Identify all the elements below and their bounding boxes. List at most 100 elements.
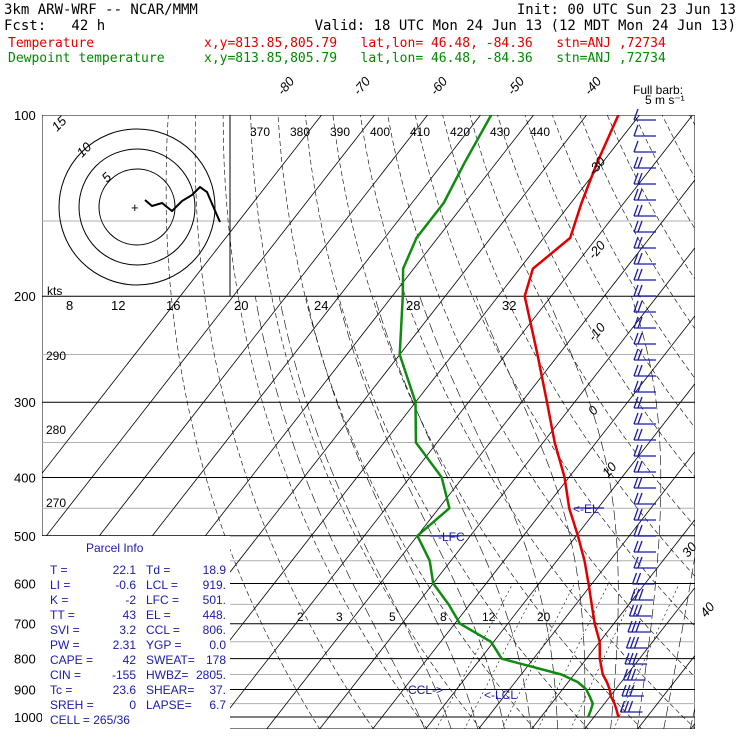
wind-barb-flag	[633, 476, 639, 489]
mixing-ratio-line	[537, 583, 609, 729]
wind-barb-flag	[637, 396, 643, 409]
wind-barb-flag	[633, 492, 639, 505]
parcel-label: SREH =	[50, 698, 94, 712]
wind-barb	[633, 268, 656, 281]
parcel-label: Tc =	[50, 683, 72, 697]
wind-barb-flag	[637, 412, 643, 425]
dry-adiabat-line	[250, 115, 482, 729]
parcel-value: 919.	[203, 578, 226, 592]
wind-barb-flag	[630, 668, 637, 681]
mixing-ratio-line	[570, 583, 640, 729]
dry-adiabat-line	[277, 115, 535, 729]
parcel-label: SHEAR=	[146, 683, 194, 697]
isotherm-line	[42, 115, 376, 543]
wind-barb	[633, 428, 656, 441]
parcel-value: 806.	[203, 623, 226, 637]
wind-barb-flag	[637, 364, 643, 377]
marker-ccl: CCL->	[408, 683, 443, 697]
wind-barb-flag	[637, 348, 643, 361]
dry-adiabat-line	[305, 115, 589, 729]
wind-barb-flag	[629, 684, 635, 697]
wind-barb-flag	[633, 188, 639, 201]
hodograph-speed-label: 28	[406, 298, 420, 313]
wind-barb	[621, 684, 644, 697]
pressure-tick-label: 1000	[14, 710, 43, 725]
moist-adiabat-line	[305, 296, 479, 729]
wind-barb-flag	[633, 428, 639, 441]
wind-barb	[633, 236, 656, 249]
wind-barb	[633, 316, 656, 329]
wind-barb-flag	[637, 428, 643, 441]
dry-adiabat-line	[497, 115, 695, 478]
dry-adiabat-line	[332, 115, 643, 729]
parcel-label: K =	[50, 593, 68, 607]
theta-e-label: 410	[410, 125, 430, 139]
wind-barb-flag	[634, 588, 640, 601]
dry-adiabat-line	[165, 115, 321, 729]
isotherm-line	[425, 383, 695, 729]
wind-barb-flag	[635, 620, 641, 633]
dry-adiabat-line	[194, 115, 374, 729]
parcel-label: CIN =	[50, 668, 81, 682]
isotherm-line	[213, 115, 694, 729]
wind-barb-flag	[633, 204, 639, 217]
parcel-value: 3.2	[119, 623, 136, 637]
wind-barb	[633, 124, 656, 137]
wind-barb-flag	[630, 588, 636, 601]
parcel-label: SWEAT=	[146, 653, 195, 667]
wind-barb-flag	[633, 460, 639, 473]
dry-adiabat-line	[551, 115, 695, 379]
barb-unit: 5 m s⁻¹	[645, 93, 685, 107]
wind-barb-flag	[633, 172, 639, 185]
dry-adiabat-line	[689, 115, 695, 127]
moist-adiabat-line	[278, 296, 452, 729]
wind-barb-flag	[633, 316, 639, 329]
wind-barb-flag	[636, 604, 643, 617]
theta-e-label: 400	[370, 125, 390, 139]
wind-barb-flag	[637, 380, 643, 393]
wind-barb-flag	[637, 236, 643, 249]
wind-barb-flag	[633, 220, 639, 233]
parcel-label: LFC =	[146, 593, 179, 607]
moist-adiabat-line	[546, 296, 619, 729]
wind-barb	[633, 108, 656, 121]
theta-e-label: 440	[530, 125, 550, 139]
wind-barb-flag	[633, 268, 639, 281]
isotherm-line	[690, 722, 695, 729]
mixing-ratio-label: 20	[537, 610, 551, 624]
isotherm-line	[584, 586, 695, 729]
wind-barb-flag	[633, 444, 639, 457]
pressure-tick-label: 800	[14, 652, 36, 667]
wind-barb	[633, 252, 656, 265]
wind-barb-flag	[637, 476, 643, 489]
parcel-title: Parcel Info	[86, 541, 144, 555]
isotherm-label: -20	[585, 237, 609, 262]
wind-barb-flag	[619, 700, 626, 713]
moist-adiabat-line	[475, 296, 586, 729]
wind-barb-flag	[637, 300, 643, 313]
wind-barb-flag	[637, 204, 643, 217]
wind-barb-flag	[631, 620, 637, 633]
dry-adiabat-line	[359, 115, 695, 729]
parcel-value: 0	[129, 698, 136, 712]
wind-barb	[633, 556, 656, 569]
isotherm-line	[160, 115, 641, 729]
hodograph-speed-label: 16	[166, 298, 180, 313]
parcel-value: 2805.	[196, 668, 226, 682]
moist-adiabat-line	[689, 706, 695, 729]
theta-e-label: 390	[330, 125, 350, 139]
wind-barb-flag	[633, 236, 639, 249]
theta-label: 280	[46, 423, 66, 437]
temperature-legend: Temperature	[8, 36, 95, 51]
dry-adiabat-line	[703, 88, 740, 730]
wind-barb	[633, 284, 656, 297]
parcel-value: 18.9	[203, 563, 227, 577]
theta-e-label: 370	[250, 125, 270, 139]
forecast-hour: Fcst: 42 h	[4, 18, 106, 34]
mixing-ratio-label: 3	[336, 610, 343, 624]
wind-barb	[630, 588, 653, 601]
isotherm-label: -60	[427, 73, 451, 98]
parcel-label: PW =	[50, 638, 80, 652]
parcel-label: CAPE =	[50, 653, 93, 667]
